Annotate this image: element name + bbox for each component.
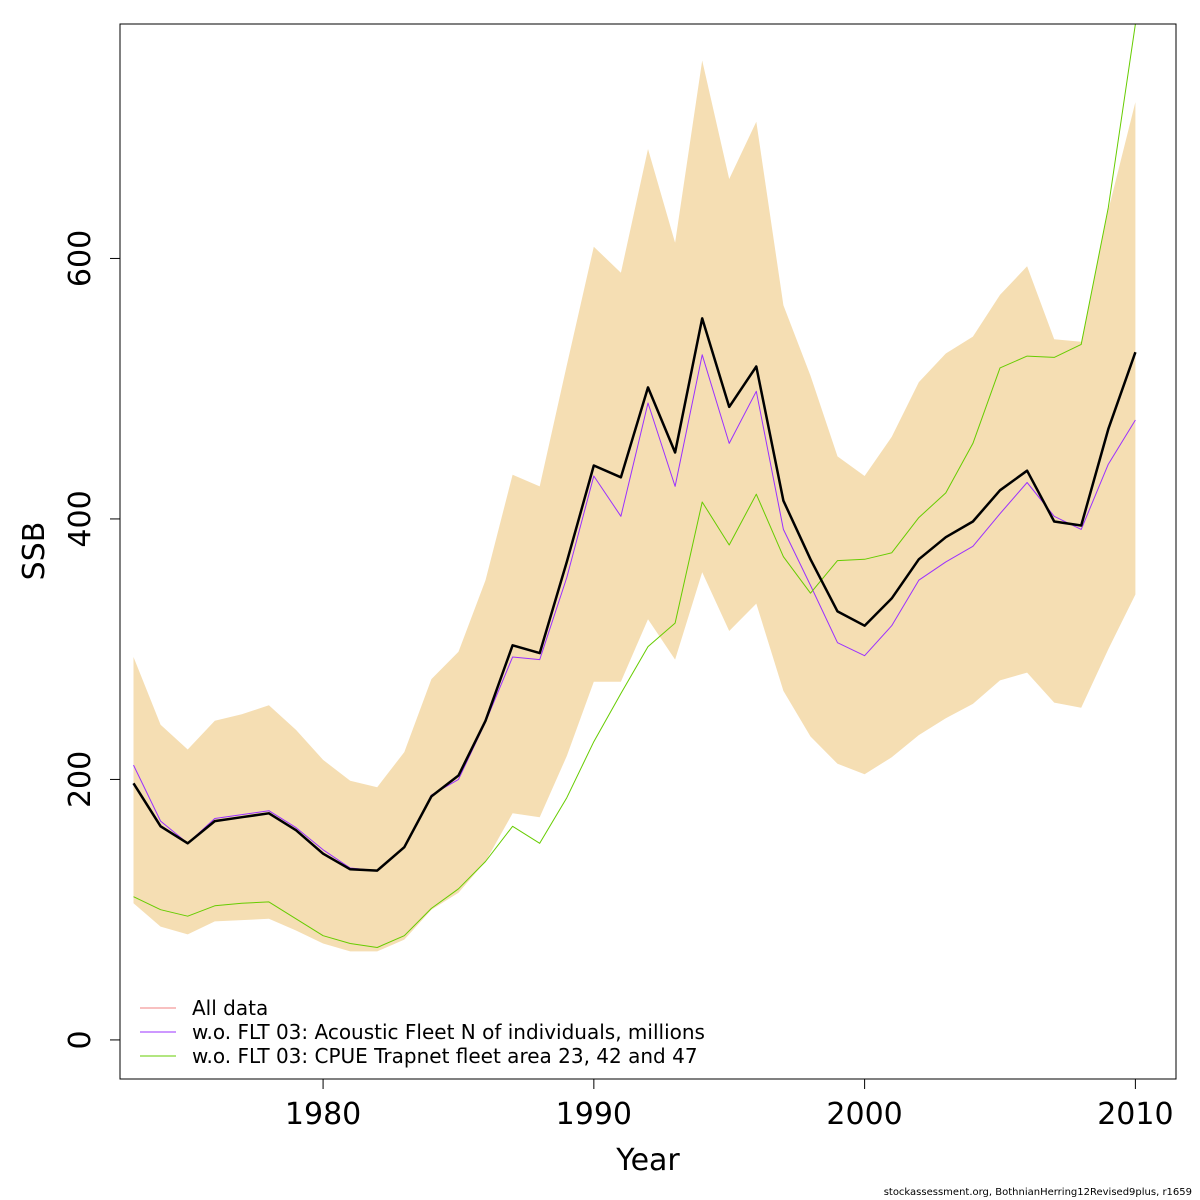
x-tick-label: 1990 (556, 1097, 632, 1132)
y-tick-label: 400 (63, 490, 98, 547)
series-line-2 (133, 354, 1136, 872)
legend-label: w.o. FLT 03: CPUE Trapnet fleet area 23,… (192, 1044, 698, 1068)
x-tick-label: 1980 (285, 1097, 361, 1132)
legend-label: All data (192, 996, 268, 1020)
y-axis-label: SSB (17, 522, 52, 581)
x-tick-label: 2010 (1097, 1097, 1173, 1132)
x-tick-label: 2000 (826, 1097, 902, 1132)
x-axis-label: Year (615, 1143, 680, 1178)
y-tick-label: 600 (63, 230, 98, 287)
legend-label: w.o. FLT 03: Acoustic Fleet N of individ… (192, 1020, 705, 1044)
y-tick-label: 200 (63, 751, 98, 808)
confidence-band (133, 60, 1136, 952)
series-line-3 (133, 24, 1136, 948)
series-line-1 (132, 317, 1137, 872)
footer-credit: stockassessment.org, BothnianHerring12Re… (883, 1187, 1192, 1198)
y-axis: 0 200 400 600 (63, 230, 121, 1049)
y-tick-label: 0 (63, 1030, 98, 1049)
x-axis: 1980 1990 2000 2010 (285, 1078, 1174, 1132)
